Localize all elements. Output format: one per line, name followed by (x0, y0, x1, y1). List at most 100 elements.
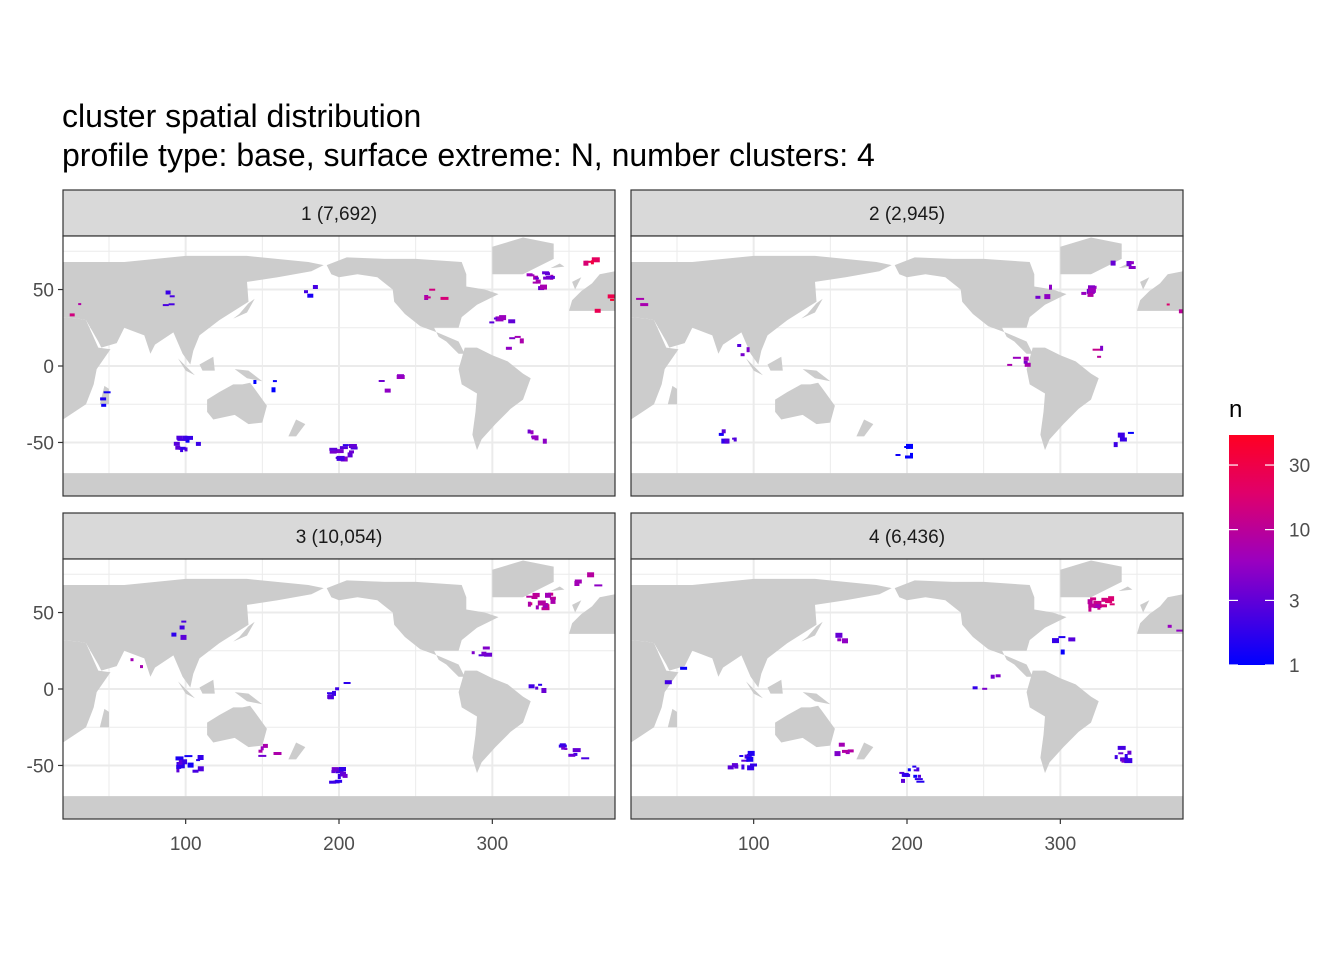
profile-cell (1127, 750, 1132, 755)
profile-cell (895, 454, 901, 456)
profile-cell (197, 755, 204, 760)
land-mass (233, 621, 255, 642)
profile-cell (178, 759, 182, 763)
land-mass (288, 419, 306, 437)
profile-cell (535, 605, 539, 610)
facet-label: 4 (6,436) (869, 527, 945, 548)
profile-cell (744, 754, 749, 759)
profile-cell (493, 317, 497, 320)
profile-cell (913, 774, 918, 778)
land-mass (1060, 237, 1122, 275)
profile-cell (196, 759, 201, 762)
profile-cell (327, 692, 333, 695)
profile-cell (1101, 597, 1108, 602)
land-mass (631, 473, 1183, 496)
land-mass (207, 382, 267, 425)
profile-cell (333, 767, 340, 772)
profile-cell (531, 435, 536, 440)
profile-cell (272, 380, 277, 383)
land-mass (801, 621, 823, 642)
x-tick-label: 100 (738, 834, 770, 855)
profile-cell (739, 755, 744, 757)
profile-cell (564, 748, 568, 750)
profile-cell (905, 455, 913, 459)
profile-cell (162, 304, 169, 307)
land-mass (631, 796, 1183, 819)
profile-cell (543, 276, 552, 280)
land-mass (233, 298, 255, 319)
profile-cell (747, 765, 755, 771)
profile-cell (185, 435, 193, 440)
profile-cell (273, 752, 282, 755)
x-tick-label: 100 (170, 834, 202, 855)
profile-cell (1023, 356, 1029, 361)
profile-cell (179, 763, 185, 769)
profile-cell (1167, 624, 1172, 628)
profile-cell (180, 634, 187, 640)
profile-cell (594, 584, 603, 587)
y-tick-label: 50 (33, 281, 54, 302)
profile-cell (336, 455, 345, 461)
land-mass (234, 692, 263, 705)
land-mass (572, 600, 582, 613)
profile-cell (253, 380, 257, 384)
profile-cell (537, 600, 546, 606)
profile-cell (1124, 754, 1128, 759)
profile-cell (327, 694, 332, 699)
profile-cell (181, 620, 187, 623)
profile-cell (535, 279, 541, 284)
profile-cell (342, 773, 348, 778)
profile-cell (541, 688, 547, 693)
profile-cell (746, 756, 754, 762)
profile-cell (1058, 636, 1066, 639)
profile-cell (587, 572, 595, 578)
y-tick-label: -50 (27, 433, 54, 454)
land-mass (856, 419, 874, 437)
land-mass (199, 356, 215, 371)
chart-title: cluster spatial distribution (62, 98, 422, 134)
profile-cell (1088, 606, 1092, 612)
profile-cell (335, 779, 343, 783)
land-mass (1137, 271, 1183, 311)
profile-cell (907, 768, 911, 772)
profile-cell (532, 593, 540, 598)
profile-cell (335, 687, 340, 691)
land-mass (746, 358, 763, 376)
land-mass (492, 237, 554, 275)
land-mass (1140, 600, 1150, 613)
profile-cell (78, 303, 82, 306)
profile-cell (1012, 356, 1021, 359)
profile-cell (1097, 606, 1101, 610)
profile-cell (471, 651, 475, 655)
profile-cell (101, 403, 107, 407)
profile-cell (542, 438, 547, 444)
profile-cell (258, 749, 263, 753)
profile-cell (187, 762, 194, 768)
profile-cell (918, 774, 921, 778)
land-mass (775, 705, 835, 748)
profile-cell (733, 437, 737, 442)
profile-cell (1178, 309, 1183, 314)
profile-cell (440, 296, 449, 300)
profile-cell (568, 753, 576, 757)
profile-cell (914, 778, 923, 781)
profile-cell (384, 388, 391, 393)
x-tick-label: 200 (891, 834, 923, 855)
profile-cell (982, 687, 988, 690)
profile-cell (547, 275, 555, 279)
profile-cell (732, 437, 736, 440)
land-mass (1060, 560, 1122, 598)
profile-cell (69, 313, 75, 317)
profile-cell (1127, 431, 1134, 434)
profile-cell (1124, 758, 1133, 764)
profile-cell (1044, 294, 1051, 300)
profile-cell (482, 646, 490, 650)
land-mass (63, 640, 111, 743)
profile-cell (581, 757, 590, 760)
profile-cell (737, 344, 742, 347)
profile-cell (100, 397, 107, 401)
profile-cell (1052, 638, 1059, 644)
profile-cell (481, 651, 487, 656)
profile-cell (640, 303, 649, 307)
profile-cell (1035, 295, 1041, 299)
